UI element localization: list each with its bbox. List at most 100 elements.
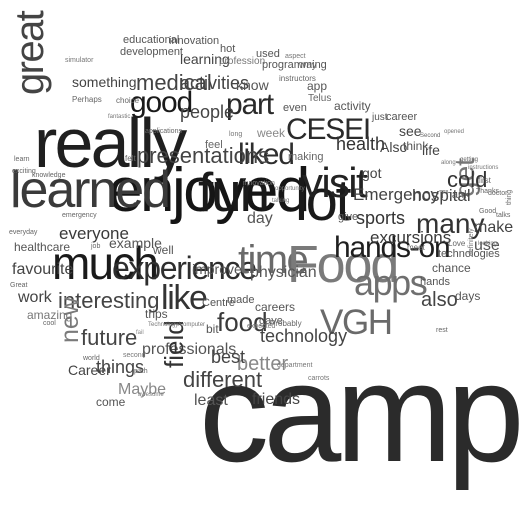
word-good: good — [130, 86, 193, 119]
word-professionals: professionals — [142, 341, 237, 358]
word-give: give — [338, 211, 359, 223]
word-liked: liked — [238, 138, 295, 171]
word-first: first — [478, 176, 491, 185]
word-use: use — [474, 237, 500, 254]
word-cool: cool — [43, 320, 56, 327]
word-meet: meet — [407, 243, 425, 252]
word-careers: careers — [255, 300, 296, 314]
word-also-small: Also — [380, 139, 408, 155]
word-doctor: doctor — [488, 190, 508, 197]
word-week: week — [257, 126, 286, 140]
word-carrots: carrots — [308, 375, 330, 382]
word-really: really — [34, 104, 187, 182]
word-excursions: excursions — [370, 228, 452, 247]
word-chance: chance — [432, 261, 471, 275]
word-learn: learn — [14, 156, 30, 163]
word-learning: learning — [180, 51, 230, 67]
word-development: development — [120, 46, 183, 58]
word-profession: profession — [219, 56, 266, 67]
word-second-cap: Second — [420, 133, 441, 139]
word-many: many — [416, 208, 485, 239]
word-fun: fun — [198, 161, 270, 223]
word-innovation-small: innovation — [243, 180, 275, 187]
word-talks: talks — [496, 212, 511, 219]
word-made: made — [227, 294, 255, 306]
word-favourite: favourite — [12, 261, 74, 278]
word-presentations: presentations — [137, 143, 270, 168]
word-future: future — [81, 325, 138, 350]
word-app: app — [307, 79, 328, 93]
word-rest: rest — [436, 327, 448, 334]
word-probably: Probably — [270, 319, 302, 328]
word-also: also — [421, 289, 458, 311]
word-feel: feel — [205, 139, 223, 151]
word-better: better — [237, 353, 289, 375]
word-job: job — [91, 243, 101, 250]
word-know: know — [236, 77, 269, 93]
word-interesting: interesting — [58, 288, 160, 313]
word-perhaps: Perhaps — [72, 95, 102, 104]
word-aspect: aspect — [285, 53, 306, 60]
word-physician: physician — [250, 264, 317, 281]
word-instructors: instructors — [279, 74, 316, 83]
word-everyday: everyday — [9, 229, 38, 236]
word-activity: activity — [334, 99, 371, 113]
word-thing: thing — [506, 189, 513, 205]
word-people: people — [180, 102, 235, 122]
word-definitely: definitely — [468, 228, 475, 256]
word-least: least — [194, 392, 228, 409]
word-bit: bit — [206, 322, 219, 336]
word-think: think — [403, 139, 429, 153]
word-expected: expected — [247, 323, 276, 330]
word-path: path — [134, 368, 148, 375]
word-technologies: technologies — [438, 248, 500, 260]
word-food-cap: Food — [287, 236, 399, 294]
word-exciting: exciting — [12, 168, 36, 175]
word-see: see — [399, 123, 422, 139]
word-choice: choice — [116, 96, 140, 105]
word-technology-computer: Technology/computer — [148, 322, 206, 328]
word-fail: fail — [136, 330, 144, 336]
word-work: work — [18, 289, 52, 306]
word-days: days — [455, 289, 481, 303]
word-got: got — [362, 165, 382, 181]
word-things: things — [96, 357, 145, 377]
word-career-cap: Career — [68, 362, 111, 378]
word-innovation: innovation — [169, 35, 220, 47]
word-best: best — [211, 347, 246, 367]
word-part: part — [226, 88, 274, 121]
word-great-small: Great — [10, 282, 28, 289]
word-simulator: simulator — [65, 57, 94, 64]
word-camp: camp — [199, 334, 520, 491]
word-fantastic: fantastic — [108, 114, 131, 120]
word-awesome: awesome — [138, 392, 164, 398]
word-gave: gave — [259, 315, 283, 327]
word-day: day — [247, 210, 273, 227]
word-trips: trips — [145, 307, 168, 321]
word-visit: visit — [302, 159, 368, 206]
word-good-small: Good — [479, 208, 497, 215]
word-emergency: Emergency — [353, 185, 439, 204]
word-apps: apps — [354, 262, 428, 303]
word-much: much — [52, 237, 159, 289]
word-love: Love — [448, 239, 466, 248]
word-talking: talking — [272, 198, 290, 204]
word-friends: friends — [252, 391, 301, 408]
word-lot: lot — [295, 168, 352, 233]
word-vgh: VGH — [320, 303, 393, 342]
word-applications: applications — [145, 128, 182, 135]
word-come: come — [96, 395, 126, 409]
word-learned: learned — [10, 161, 171, 219]
word-thanks: Thanks — [476, 188, 499, 195]
word-telus: Telus — [308, 93, 332, 104]
word-department: department — [277, 362, 313, 369]
word-centre: Centre — [202, 297, 236, 309]
word-like: like — [161, 279, 208, 317]
word-something: something — [72, 74, 137, 90]
word-everyone: everyone — [59, 224, 129, 243]
word-knowledge: knowledge — [32, 172, 66, 179]
word-medical: medical — [136, 70, 212, 95]
word-emergency-small: emergency — [62, 212, 97, 219]
word-along: along — [441, 160, 456, 166]
